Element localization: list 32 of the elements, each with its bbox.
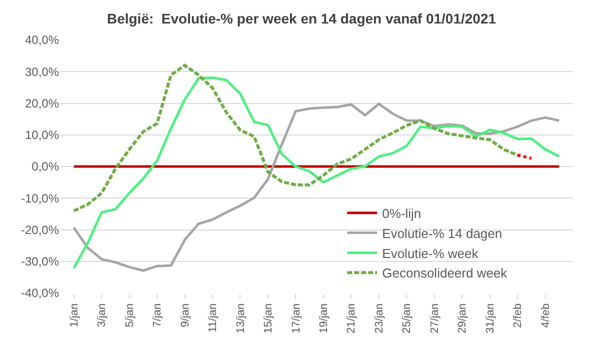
legend-label: Evolutie-% week <box>382 246 479 261</box>
y-tick-label: 10,0% <box>24 128 60 142</box>
x-tick-label: 2/feb <box>512 303 524 328</box>
x-tick-label: 27/jan <box>428 303 441 334</box>
y-tick-label: 40,0% <box>24 33 60 48</box>
y-tick-label: 20,0% <box>24 96 60 110</box>
x-tick-label: 11/jan <box>207 303 220 333</box>
y-tick-label: -30,0% <box>20 254 60 269</box>
y-tick-label: 30,0% <box>24 64 60 79</box>
legend-label: Geconsolideerd week <box>382 266 508 281</box>
x-tick-label: 1/jan <box>68 303 80 328</box>
x-tick-label: 23/jan <box>373 303 386 334</box>
x-tick-label: 19/jan <box>318 303 330 334</box>
x-tick-label: 17/jan <box>290 303 302 334</box>
chart-title: België: Evolutie-% per week en 14 dagen vanaf 01/01/2021 <box>106 10 496 27</box>
legend-label: 0%-lijn <box>382 206 422 221</box>
x-tick-label: 9/jan <box>179 303 192 328</box>
y-tick-label: -10,0% <box>20 191 60 206</box>
y-tick-label: 0,0% <box>32 160 60 174</box>
x-tick-label: 4/feb <box>540 303 552 328</box>
x-tick-label: 15/jan <box>262 303 275 334</box>
x-tick-label: 25/jan <box>401 303 414 334</box>
x-tick-label: 29/jan <box>456 303 469 334</box>
x-tick-label: 31/jan <box>484 303 496 334</box>
legend-label: Evolutie-% 14 dagen <box>382 226 502 241</box>
x-tick-label: 7/jan <box>152 303 164 328</box>
x-tick-label: 3/jan <box>96 303 108 328</box>
y-tick-label: -40,0% <box>20 286 60 300</box>
x-tick-label: 13/jan <box>234 303 247 334</box>
y-tick-label: -20,0% <box>20 222 60 237</box>
x-tick-label: 21/jan <box>346 303 358 334</box>
x-tick-label: 5/jan <box>124 303 136 328</box>
